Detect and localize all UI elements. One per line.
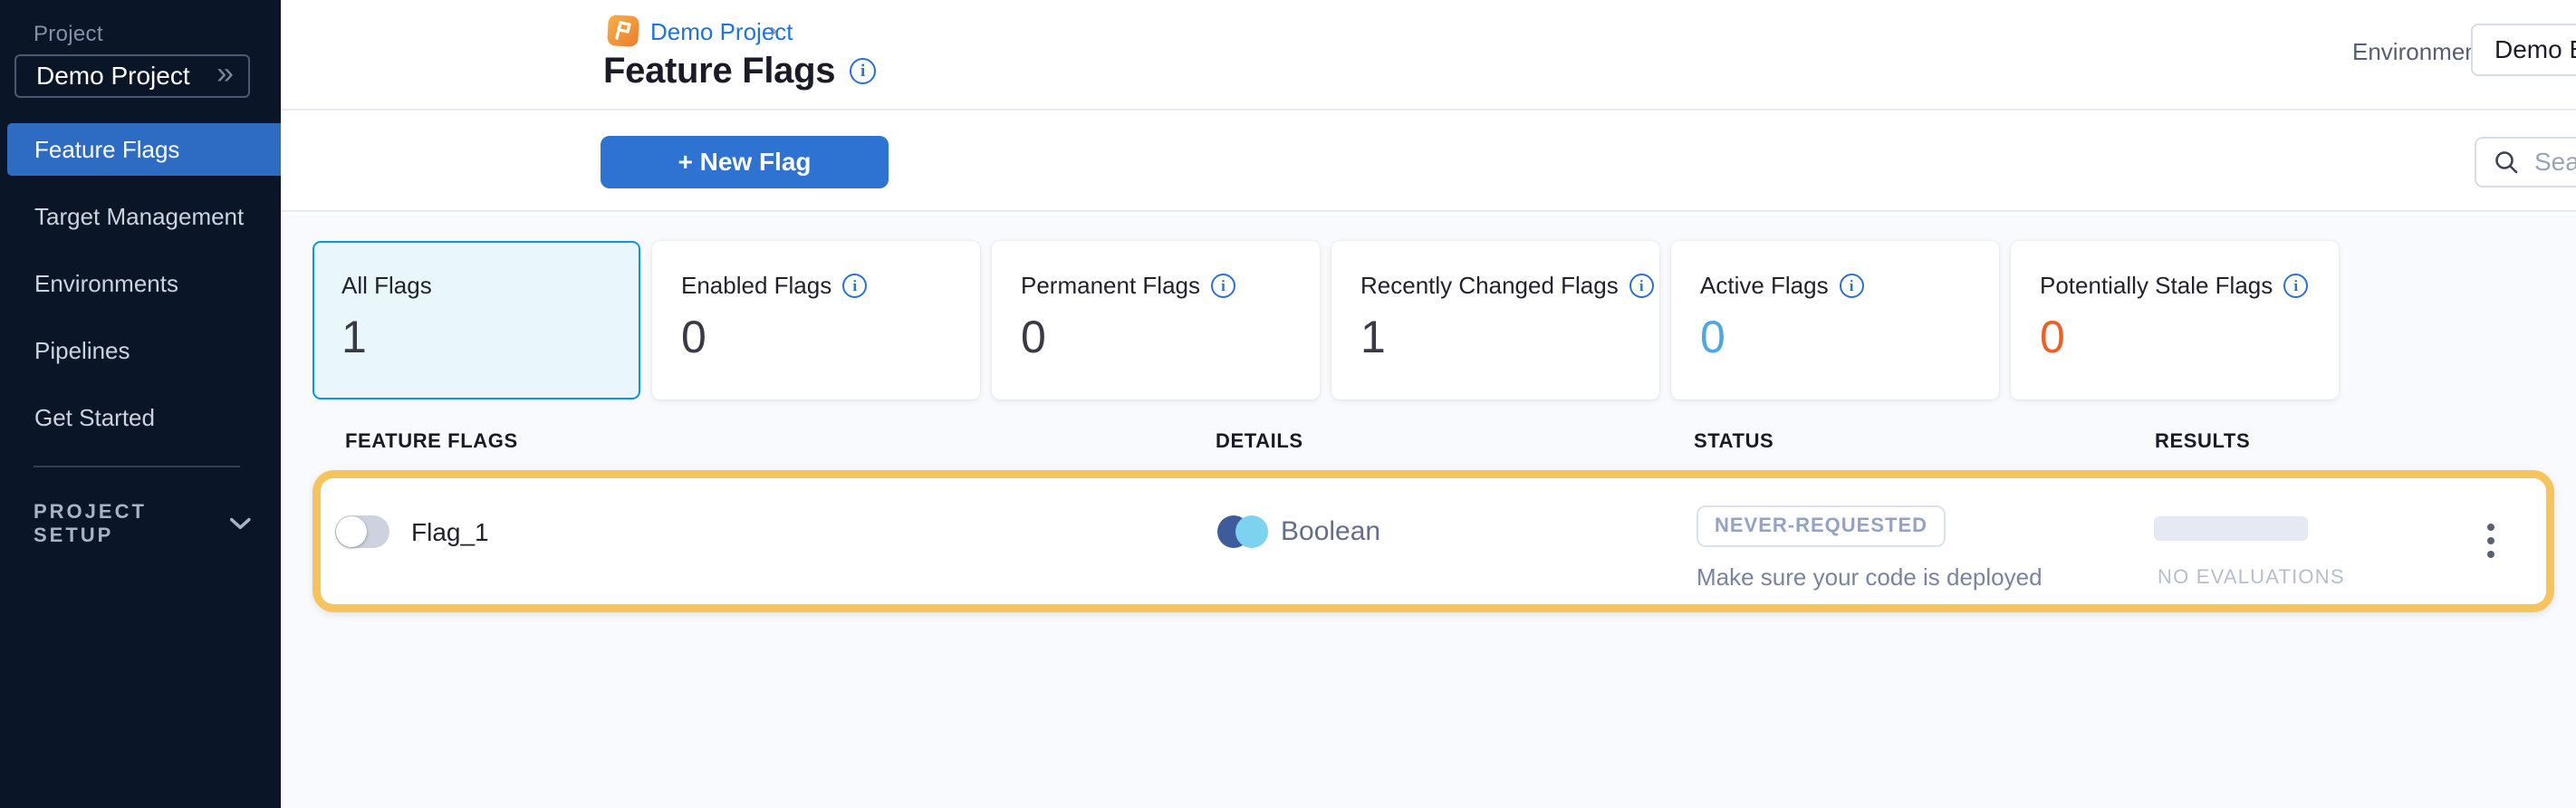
- flag-toggle-knob: [336, 516, 367, 547]
- stat-card-recently-changed-flags[interactable]: Recently Changed Flags i 1: [1331, 241, 1659, 399]
- stat-card-label: Recently Changed Flags: [1360, 272, 1619, 299]
- sidebar-item-feature-flags[interactable]: Feature Flags: [7, 123, 281, 176]
- stat-card-value: 1: [341, 312, 367, 362]
- search-box[interactable]: [2475, 137, 2576, 188]
- page-title-info-icon[interactable]: i: [850, 58, 877, 84]
- status-description: Make sure your code is deployed: [1697, 563, 2043, 591]
- row-options-menu-icon[interactable]: [2473, 511, 2509, 571]
- column-header-status: STATUS: [1694, 429, 1774, 452]
- flag-type-label: Boolean: [1281, 516, 1381, 546]
- stat-card-all-flags[interactable]: All Flags 1: [312, 241, 640, 399]
- environment-value: Demo Environment: [2494, 35, 2576, 63]
- search-input[interactable]: [2534, 148, 2576, 177]
- results-note: NO EVALUATIONS: [2158, 565, 2345, 588]
- info-icon[interactable]: i: [1210, 274, 1235, 298]
- toolbar: + New Flag: [281, 111, 2576, 212]
- info-icon[interactable]: i: [2283, 274, 2309, 298]
- flag-name[interactable]: Flag_1: [411, 518, 489, 546]
- sidebar-item-get-started[interactable]: Get Started: [34, 403, 155, 431]
- environment-label: Environment: [2352, 38, 2485, 65]
- stat-card-label: All Flags: [341, 272, 432, 299]
- sidebar-nav: Feature Flags Target Management Environm…: [0, 123, 281, 458]
- column-header-results: RESULTS: [2155, 429, 2251, 452]
- stat-card-active-flags[interactable]: Active Flags i 0: [1671, 241, 1999, 399]
- flag-toggle[interactable]: [335, 515, 389, 548]
- new-flag-button[interactable]: + New Flag: [601, 136, 889, 188]
- stat-card-enabled-flags[interactable]: Enabled Flags i 0: [652, 241, 980, 399]
- stat-card-label: Enabled Flags: [681, 272, 832, 299]
- feature-flags-logo-icon: [607, 14, 639, 47]
- results-placeholder-bar: [2154, 516, 2308, 541]
- sidebar-item-environments[interactable]: Environments: [34, 269, 178, 297]
- stat-card-potentially-stale-flags[interactable]: Potentially Stale Flags i 0: [2011, 241, 2339, 399]
- stat-card-label: Permanent Flags: [1021, 272, 1200, 299]
- sidebar-item-pipelines[interactable]: Pipelines: [34, 336, 130, 364]
- sidebar-section-project-setup[interactable]: PROJECT SETUP: [34, 500, 251, 547]
- stat-card-value: 0: [2040, 312, 2065, 362]
- breadcrumb-separator-icon: ›: [770, 18, 777, 43]
- project-selector[interactable]: Demo Project »: [14, 54, 250, 98]
- chevron-down-icon: [230, 517, 251, 530]
- stat-card-value: 0: [681, 312, 706, 362]
- stat-card-value: 0: [1021, 312, 1046, 362]
- sidebar-divider: [34, 466, 240, 467]
- main-content: All Flags 1 Enabled Flags i 0 Permanent …: [281, 214, 2576, 808]
- project-label: Project: [34, 22, 103, 46]
- stat-card-value: 1: [1360, 312, 1386, 362]
- stat-card-permanent-flags[interactable]: Permanent Flags i 0: [992, 241, 1320, 399]
- info-icon[interactable]: i: [1629, 274, 1654, 298]
- chevrons-right-icon[interactable]: »: [216, 56, 234, 91]
- project-setup-label: PROJECT SETUP: [34, 500, 147, 546]
- stat-card-label: Active Flags: [1700, 272, 1829, 299]
- info-icon[interactable]: i: [1839, 274, 1864, 298]
- column-header-details: DETAILS: [1216, 429, 1303, 452]
- stat-card-value: 0: [1700, 312, 1725, 362]
- page-header: Demo Project › Feature Flags i Environme…: [281, 0, 2576, 111]
- status-badge: NEVER-REQUESTED: [1697, 505, 1946, 547]
- page-title: Feature Flags: [603, 51, 836, 91]
- flag-row-highlight: Flag_1 Boolean NEVER-REQUESTED Make sure…: [312, 470, 2554, 612]
- breadcrumb-project-link[interactable]: Demo Project: [650, 18, 793, 45]
- sidebar-item-target-management[interactable]: Target Management: [34, 202, 245, 230]
- stat-card-label: Potentially Stale Flags: [2040, 272, 2273, 299]
- page-title-wrap: Feature Flags i: [603, 51, 877, 91]
- boolean-type-icon: [1217, 515, 1268, 548]
- info-icon[interactable]: i: [842, 274, 868, 298]
- environment-select[interactable]: Demo Environment: [2471, 24, 2576, 76]
- column-header-feature-flags: FEATURE FLAGS: [345, 429, 518, 452]
- sidebar: Project Demo Project » Feature Flags Tar…: [0, 0, 281, 808]
- project-name: Demo Project: [36, 62, 190, 90]
- search-icon: [2495, 151, 2518, 174]
- table-row[interactable]: Flag_1 Boolean NEVER-REQUESTED Make sure…: [321, 478, 2546, 604]
